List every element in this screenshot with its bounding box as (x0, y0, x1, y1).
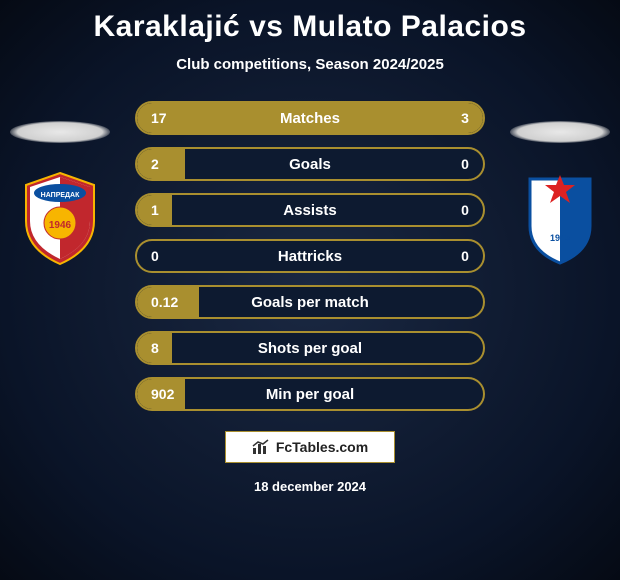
comparison-content: НАПРЕДАК 1946 1945 17Matches32Goals01Ass… (0, 101, 620, 494)
stat-row: 0Hattricks0 (135, 239, 485, 273)
stat-row: 17Matches3 (135, 101, 485, 135)
shadow-ellipse-right (510, 121, 610, 143)
stat-value-right: 0 (414, 248, 483, 264)
stat-label: Shots per goal (206, 340, 414, 357)
stat-value-left: 1 (137, 202, 206, 218)
stat-value-right: 0 (414, 202, 483, 218)
right-team-block: 1945 (510, 121, 610, 266)
stat-row: 0.12Goals per match (135, 285, 485, 319)
left-team-crest-icon: НАПРЕДАК 1946 (20, 171, 100, 266)
stat-value-left: 2 (137, 156, 206, 172)
page-subtitle: Club competitions, Season 2024/2025 (0, 56, 620, 73)
stat-row: 1Assists0 (135, 193, 485, 227)
stat-label: Matches (206, 110, 414, 127)
shadow-ellipse-left (10, 121, 110, 143)
stats-rows: 17Matches32Goals01Assists00Hattricks00.1… (135, 101, 485, 411)
source-badge: FcTables.com (225, 431, 395, 463)
stat-value-left: 902 (137, 386, 206, 402)
chart-icon (252, 439, 270, 455)
stat-label: Hattricks (206, 248, 414, 265)
stat-value-left: 0.12 (137, 294, 206, 310)
stat-label: Assists (206, 202, 414, 219)
page-title: Karaklajić vs Mulato Palacios (0, 0, 620, 44)
right-team-crest-icon: 1945 (520, 171, 600, 266)
stat-value-right: 0 (414, 156, 483, 172)
stat-value-left: 17 (137, 110, 206, 126)
svg-text:1945: 1945 (550, 233, 570, 243)
stat-value-left: 0 (137, 248, 206, 264)
stat-value-right: 3 (414, 110, 483, 126)
source-label: FcTables.com (276, 439, 368, 455)
stat-label: Goals per match (206, 294, 414, 311)
stat-value-left: 8 (137, 340, 206, 356)
comparison-date: 18 december 2024 (0, 479, 620, 494)
stat-row: 2Goals0 (135, 147, 485, 181)
stat-label: Goals (206, 156, 414, 173)
left-team-block: НАПРЕДАК 1946 (10, 121, 110, 266)
svg-text:1946: 1946 (49, 220, 72, 231)
stat-row: 8Shots per goal (135, 331, 485, 365)
stat-label: Min per goal (206, 386, 414, 403)
stat-row: 902Min per goal (135, 377, 485, 411)
svg-text:НАПРЕДАК: НАПРЕДАК (41, 192, 80, 199)
